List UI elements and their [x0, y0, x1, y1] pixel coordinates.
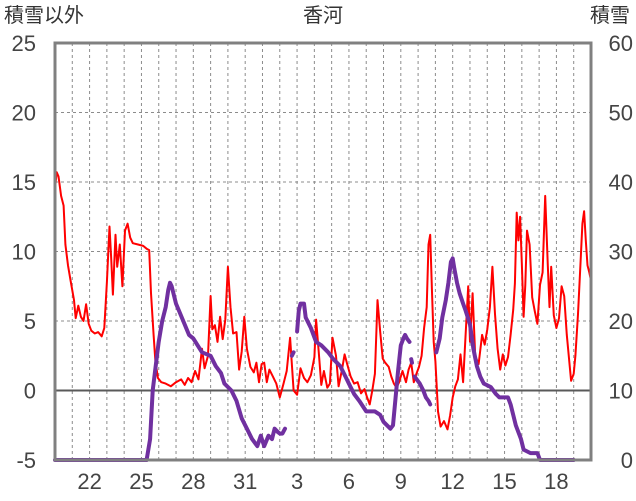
y-right-tick-label: 20 — [609, 309, 633, 334]
x-tick-label: 25 — [129, 469, 153, 494]
y-axis-left-label: 積雪以外 — [4, 3, 84, 27]
x-tick-label: 6 — [343, 469, 355, 494]
y-right-tick-label: 50 — [609, 101, 633, 126]
y-axis-right-ticks: 60 50 40 30 20 10 0 — [609, 31, 633, 473]
series-line-purple — [409, 357, 414, 365]
x-tick-label: 9 — [395, 469, 407, 494]
series-line-purple — [53, 280, 287, 462]
y-left-tick-label: 15 — [12, 170, 36, 195]
y-left-tick-label: 0 — [24, 379, 36, 404]
series-purple — [53, 256, 576, 462]
y-left-tick-label: -5 — [16, 448, 36, 473]
x-tick-label: 22 — [77, 469, 101, 494]
y-left-tick-label: 10 — [12, 240, 36, 265]
x-tick-label: 12 — [440, 469, 464, 494]
y-axis-left-ticks: 25 20 15 10 5 0 -5 — [12, 31, 36, 473]
series-line-red — [54, 171, 592, 431]
y-right-tick-label: 10 — [609, 379, 633, 404]
series-red — [54, 171, 592, 431]
series-line-purple — [412, 374, 433, 407]
series-line-purple — [434, 256, 576, 462]
gridlines — [55, 43, 591, 460]
y-right-tick-label: 60 — [609, 31, 633, 56]
y-left-tick-label: 25 — [12, 31, 36, 56]
series-line-purple — [289, 350, 296, 358]
series-line-purple — [295, 301, 412, 431]
x-tick-label: 3 — [291, 469, 303, 494]
y-left-tick-label: 5 — [24, 309, 36, 334]
x-tick-label: 28 — [181, 469, 205, 494]
y-right-tick-label: 0 — [621, 448, 633, 473]
y-right-tick-label: 40 — [609, 170, 633, 195]
x-axis-ticks: 22 25 28 31 3 6 9 12 15 18 — [77, 469, 568, 494]
x-tick-label: 15 — [492, 469, 516, 494]
plot-frame — [53, 41, 593, 462]
y-left-tick-label: 20 — [12, 101, 36, 126]
x-tick-label: 18 — [544, 469, 568, 494]
y-axis-right-label: 積雪 — [590, 3, 630, 27]
y-right-tick-label: 30 — [609, 240, 633, 265]
chart-title: 香河 — [303, 3, 343, 27]
x-tick-label: 31 — [233, 469, 257, 494]
